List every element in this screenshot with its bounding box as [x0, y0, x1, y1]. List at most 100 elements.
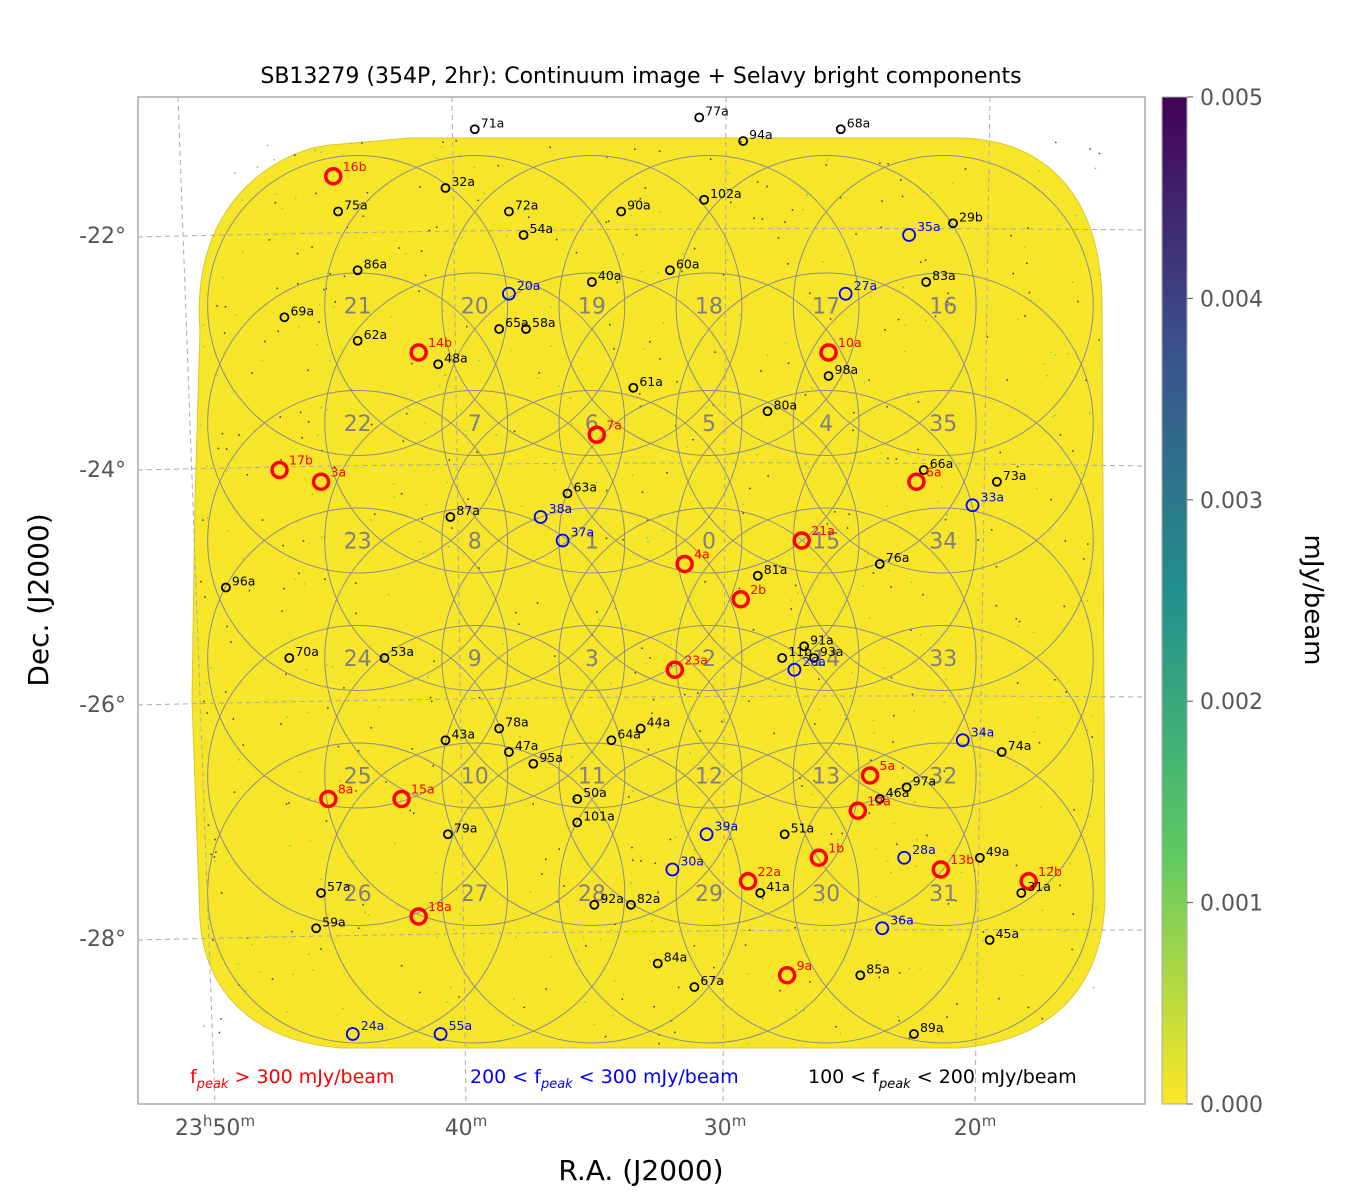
- noise-pixel: [280, 459, 282, 461]
- noise-pixel: [814, 723, 816, 725]
- noise-pixel: [825, 164, 827, 166]
- noise-pixel: [653, 1006, 655, 1008]
- noise-pixel: [277, 330, 279, 332]
- source-marker: [626, 899, 636, 910]
- noise-pixel: [217, 447, 220, 450]
- beam-label: 32: [929, 765, 957, 790]
- noise-pixel: [659, 358, 661, 360]
- beam-circle: [207, 625, 509, 926]
- noise-pixel: [307, 369, 309, 371]
- source-marker: [469, 124, 480, 135]
- beam-circle: [324, 390, 626, 691]
- beam-label: 15: [812, 530, 840, 555]
- beam-circle: [441, 742, 743, 1044]
- noise-pixel: [226, 469, 228, 472]
- source-label: 22a: [758, 864, 782, 879]
- noise-pixel: [674, 836, 676, 838]
- noise-pixel: [596, 208, 598, 210]
- noise-pixel: [799, 777, 801, 780]
- noise-pixel: [1036, 487, 1038, 489]
- source-marker: [909, 1029, 919, 1039]
- source-marker: [875, 921, 890, 936]
- noise-pixel: [326, 408, 328, 411]
- noise-pixel: [258, 970, 261, 973]
- noise-pixel: [442, 141, 444, 143]
- noise-pixel: [323, 288, 325, 291]
- source-label: 18a: [428, 899, 452, 914]
- noise-pixel: [730, 201, 732, 204]
- noise-pixel: [679, 617, 681, 620]
- noise-pixel: [908, 967, 911, 970]
- noise-pixel: [291, 930, 293, 933]
- noise-pixel: [233, 791, 236, 793]
- noise-pixel: [1055, 141, 1057, 144]
- noise-pixel: [238, 434, 240, 436]
- noise-pixel: [779, 989, 781, 992]
- source-marker: [948, 218, 958, 229]
- noise-pixel: [947, 292, 949, 295]
- noise-pixel: [1033, 731, 1035, 733]
- noise-pixel: [342, 154, 345, 157]
- source-label: 73a: [1003, 468, 1027, 483]
- noise-pixel: [639, 393, 641, 395]
- noise-pixel: [515, 317, 517, 319]
- noise-pixel: [230, 641, 232, 643]
- source-marker: [555, 533, 570, 548]
- noise-pixel: [298, 771, 301, 773]
- noise-pixel: [761, 218, 764, 220]
- noise-pixel: [362, 903, 364, 906]
- noise-pixel: [726, 259, 729, 261]
- noise-pixel: [898, 972, 901, 974]
- source-marker: [443, 829, 453, 840]
- noise-pixel: [352, 168, 354, 170]
- source-marker: [665, 660, 685, 679]
- noise-pixel: [747, 1042, 750, 1045]
- noise-pixel: [325, 820, 328, 822]
- noise-pixel: [251, 943, 253, 946]
- noise-pixel: [355, 612, 357, 615]
- source-marker: [270, 460, 289, 480]
- noise-pixel: [835, 545, 837, 547]
- noise-pixel: [647, 541, 649, 543]
- noise-pixel: [605, 221, 607, 224]
- source-marker: [799, 641, 810, 652]
- noise-pixel: [681, 270, 683, 273]
- noise-pixel: [1065, 691, 1067, 693]
- noise-pixel: [454, 824, 456, 827]
- noise-pixel: [1010, 234, 1012, 237]
- noise-pixel: [663, 529, 665, 532]
- noise-pixel: [1083, 558, 1085, 560]
- noise-pixel: [998, 997, 1000, 1000]
- source-marker: [333, 206, 344, 217]
- x-tick-label: 20m: [954, 1112, 997, 1141]
- noise-pixel: [366, 191, 369, 194]
- legend-entry: 200 < fpeak < 300 mJy/beam: [470, 1066, 739, 1092]
- noise-pixel: [337, 745, 340, 748]
- noise-pixel: [844, 714, 846, 717]
- noise-pixel: [422, 552, 425, 555]
- source-label: 69a: [290, 303, 314, 318]
- source-marker: [392, 789, 411, 809]
- noise-pixel: [459, 913, 462, 915]
- noise-pixel: [676, 381, 678, 383]
- noise-pixel: [1017, 625, 1020, 628]
- noise-pixel: [941, 486, 943, 488]
- x-tick-labels: 23h50m 40m 30m 20m: [175, 1112, 996, 1141]
- source-label: 49a: [986, 844, 1010, 859]
- noise-pixel: [924, 259, 927, 261]
- noise-pixel: [647, 748, 650, 751]
- noise-pixel: [536, 602, 539, 604]
- noise-pixel: [213, 856, 216, 858]
- noise-pixel: [911, 693, 914, 696]
- noise-pixel: [237, 962, 240, 965]
- noise-pixel: [294, 154, 296, 156]
- noise-pixel: [646, 519, 649, 522]
- source-label: 20a: [517, 278, 541, 293]
- noise-pixel: [855, 233, 857, 235]
- noise-pixel: [604, 1035, 607, 1038]
- noise-pixel: [1012, 272, 1014, 275]
- noise-pixel: [207, 824, 210, 826]
- noise-pixel: [556, 901, 559, 903]
- noise-pixel: [612, 1015, 615, 1017]
